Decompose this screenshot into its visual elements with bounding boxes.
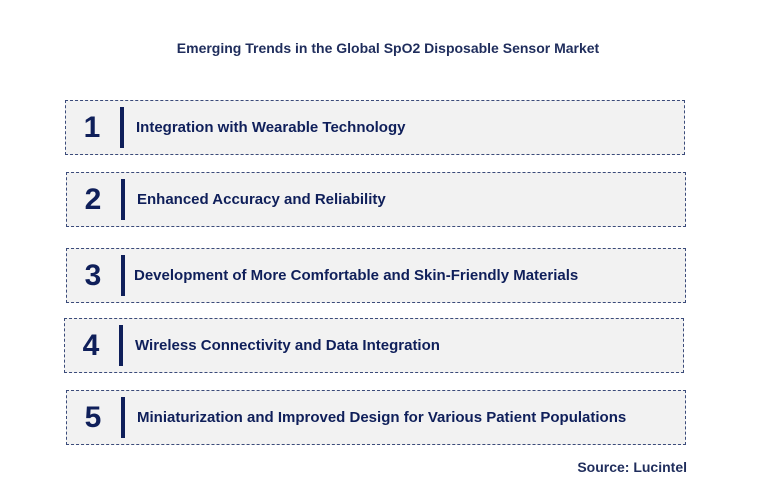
trend-number: 4	[82, 328, 100, 362]
trend-divider	[119, 325, 123, 366]
trend-divider	[121, 179, 125, 220]
trend-number: 1	[83, 110, 101, 144]
trend-label: Wireless Connectivity and Data Integrati…	[135, 337, 440, 354]
trend-number: 3	[84, 258, 102, 292]
source-note: Source: Lucintel	[577, 459, 687, 475]
trend-divider	[120, 107, 124, 148]
trend-label: Enhanced Accuracy and Reliability	[137, 191, 386, 208]
trend-box-3: 3 Development of More Comfortable and Sk…	[66, 248, 686, 303]
trend-box-2: 2 Enhanced Accuracy and Reliability	[66, 172, 686, 227]
diagram-title: Emerging Trends in the Global SpO2 Dispo…	[176, 40, 600, 56]
trend-divider	[121, 255, 125, 296]
trend-label: Integration with Wearable Technology	[136, 119, 406, 136]
trend-label: Development of More Comfortable and Skin…	[134, 267, 579, 284]
trend-divider	[121, 397, 125, 438]
trend-label: Miniaturization and Improved Design for …	[137, 409, 627, 426]
trend-number: 5	[84, 400, 102, 434]
trend-box-4: 4 Wireless Connectivity and Data Integra…	[64, 318, 684, 373]
trend-box-5: 5 Miniaturization and Improved Design fo…	[66, 390, 686, 445]
trend-number: 2	[84, 182, 102, 216]
trend-box-1: 1 Integration with Wearable Technology	[65, 100, 685, 155]
